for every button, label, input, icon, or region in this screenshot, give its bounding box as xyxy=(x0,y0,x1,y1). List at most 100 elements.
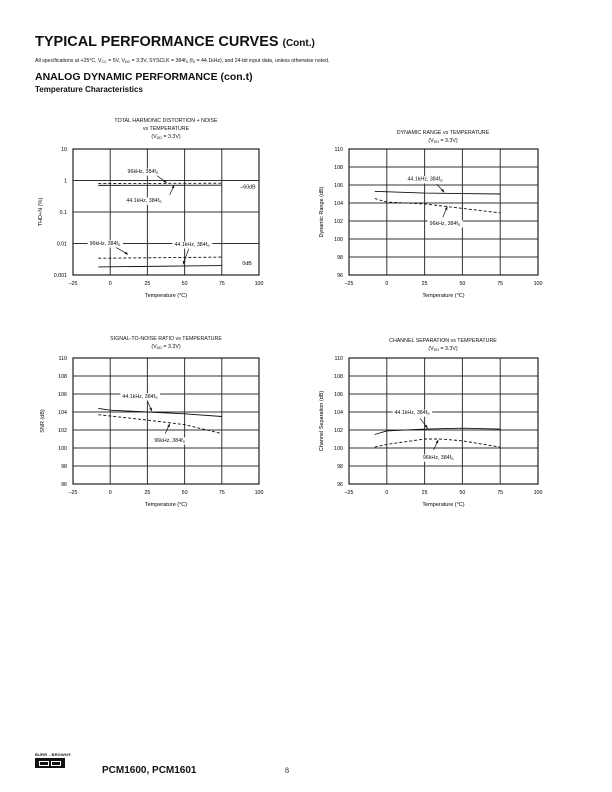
x-tick-label: 75 xyxy=(497,281,503,287)
x-tick-label: 100 xyxy=(534,281,543,287)
plot-frame xyxy=(348,148,539,276)
annotation-background xyxy=(125,168,161,176)
subscript: DD xyxy=(434,140,440,144)
chart-condition-text: (V xyxy=(151,134,157,140)
subscript: S xyxy=(427,412,430,416)
x-tick-label: 75 xyxy=(497,490,503,496)
y-tick-label: 102 xyxy=(334,428,343,434)
y-tick-label: 104 xyxy=(334,201,343,207)
y-tick-label: 104 xyxy=(334,410,343,416)
y-tick-label: 106 xyxy=(58,392,67,398)
chart-condition-text: = 3.3V) xyxy=(439,138,458,144)
x-tick-label: 0 xyxy=(385,281,388,287)
plot-frame xyxy=(348,357,539,485)
x-tick-label: 0 xyxy=(109,281,112,287)
subscript: DD xyxy=(124,60,131,64)
chart-3: SIGNAL-TO-NOISE RATIO vs TEMPERATURE (VDD… xyxy=(40,336,263,508)
annotation-label: 44.1kHz, 384fS xyxy=(126,198,162,204)
subscript: S xyxy=(207,244,210,248)
logo-bb-mark xyxy=(35,758,65,768)
arrowhead-icon xyxy=(424,424,428,429)
y-tick-label: 0.01 xyxy=(57,242,67,248)
annotation-background xyxy=(87,240,123,248)
arrowhead-icon xyxy=(167,423,170,428)
arrowhead-icon xyxy=(182,260,186,265)
spec-text: = 44.1kHz), and 24-bit input data, unles… xyxy=(195,58,330,64)
y-tick-label: 110 xyxy=(335,356,343,362)
y-tick-label: 104 xyxy=(58,410,67,416)
y-tick-label: 102 xyxy=(58,428,67,434)
annotation-background xyxy=(172,241,213,249)
y-axis-label: SNR (dB) xyxy=(40,409,46,433)
annotation-label-text: 96kHz, 384f xyxy=(423,455,452,461)
annotation-label-text: –60dB xyxy=(240,185,256,191)
x-tick-label: 50 xyxy=(182,490,188,496)
annotation-background xyxy=(152,437,188,445)
annotation-background xyxy=(405,176,446,184)
chart-condition: (VDD = 3.3V) xyxy=(151,134,181,140)
y-tick-label: 102 xyxy=(334,219,343,225)
y-tick-label: 98 xyxy=(337,464,343,470)
series-line xyxy=(374,438,501,448)
annotation-label-text: 44.1kHz, 384f xyxy=(122,394,155,400)
subscript: DD xyxy=(157,136,163,140)
x-tick-label: 75 xyxy=(219,490,225,496)
y-tick-label: 108 xyxy=(334,165,343,171)
y-axis-label: Dynamic Range (dB) xyxy=(319,186,325,237)
y-tick-label: 0.001 xyxy=(54,273,67,279)
x-tick-label: 25 xyxy=(422,281,428,287)
chart-title-text: TOTAL HARMONIC DISTORTION + NOISE xyxy=(114,118,218,124)
x-axis-label: Temperature (°C) xyxy=(422,293,464,299)
x-tick-label: 100 xyxy=(255,281,264,287)
y-tick-label: 98 xyxy=(337,255,343,261)
y-tick-label: 110 xyxy=(335,147,343,153)
y-tick-label: 100 xyxy=(334,237,343,243)
annotation-background xyxy=(120,393,161,401)
x-tick-label: 25 xyxy=(422,490,428,496)
page-number: 8 xyxy=(285,766,289,775)
page-title: TYPICAL PERFORMANCE CURVES (Cont.) xyxy=(35,34,315,50)
y-axis-label: THD+N (%) xyxy=(38,198,44,227)
chart-1: TOTAL HARMONIC DISTORTION + NOISE vs TEMP… xyxy=(38,118,263,299)
annotation-background xyxy=(427,220,463,228)
chart-title: TOTAL HARMONIC DISTORTION + NOISE xyxy=(114,118,218,124)
annotation-label-text: 44.1kHz, 384f xyxy=(126,198,159,204)
annotation-label-text: 96kHz, 384f xyxy=(128,169,157,175)
chart-title-text: CHANNEL SEPARATION vs TEMPERATURE xyxy=(389,338,497,344)
spec-text: (f xyxy=(188,58,193,64)
y-tick-label: 96 xyxy=(337,273,343,279)
annotation-label: 0dB xyxy=(242,261,252,267)
x-tick-label: 50 xyxy=(459,281,465,287)
x-tick-label: 25 xyxy=(144,490,150,496)
subscript: S xyxy=(458,223,461,227)
chart-condition-text: = 3.3V) xyxy=(162,134,181,140)
series-line xyxy=(98,407,222,417)
subscript: S xyxy=(183,440,186,444)
arrowhead-icon xyxy=(171,184,175,189)
section-heading: ANALOG DYNAMIC PERFORMANCE (con.t) xyxy=(35,71,253,83)
title-suffix: (Cont.) xyxy=(282,38,315,49)
chart-condition-text: = 3.3V) xyxy=(439,346,458,352)
subscript: CC xyxy=(101,60,107,64)
chart-title: CHANNEL SEPARATION vs TEMPERATURE xyxy=(389,338,497,344)
annotation-label: 96kHz, 384fS xyxy=(90,241,121,247)
x-tick-label: 25 xyxy=(144,281,150,287)
subscript: S xyxy=(451,457,454,461)
arrowhead-icon xyxy=(124,251,129,255)
series-line xyxy=(374,190,501,195)
y-tick-label: 106 xyxy=(334,183,343,189)
annotation-label-text: 44.1kHz, 384f xyxy=(394,410,427,416)
x-tick-label: 75 xyxy=(219,281,225,287)
x-axis-label: Temperature (°C) xyxy=(422,502,464,508)
arrowhead-icon xyxy=(435,439,439,444)
annotation-background xyxy=(240,260,255,268)
subsection-heading: Temperature Characteristics xyxy=(35,85,143,94)
series-line xyxy=(374,427,501,435)
plot-frame xyxy=(72,148,260,276)
annotation-label: 44.1kHz, 384fS xyxy=(407,177,443,183)
y-tick-label: 96 xyxy=(61,482,67,488)
annotation-label-text: 96kHz, 384f xyxy=(154,438,183,444)
chart-title-text: vs TEMPERATURE xyxy=(143,126,190,132)
y-tick-label: 106 xyxy=(334,392,343,398)
